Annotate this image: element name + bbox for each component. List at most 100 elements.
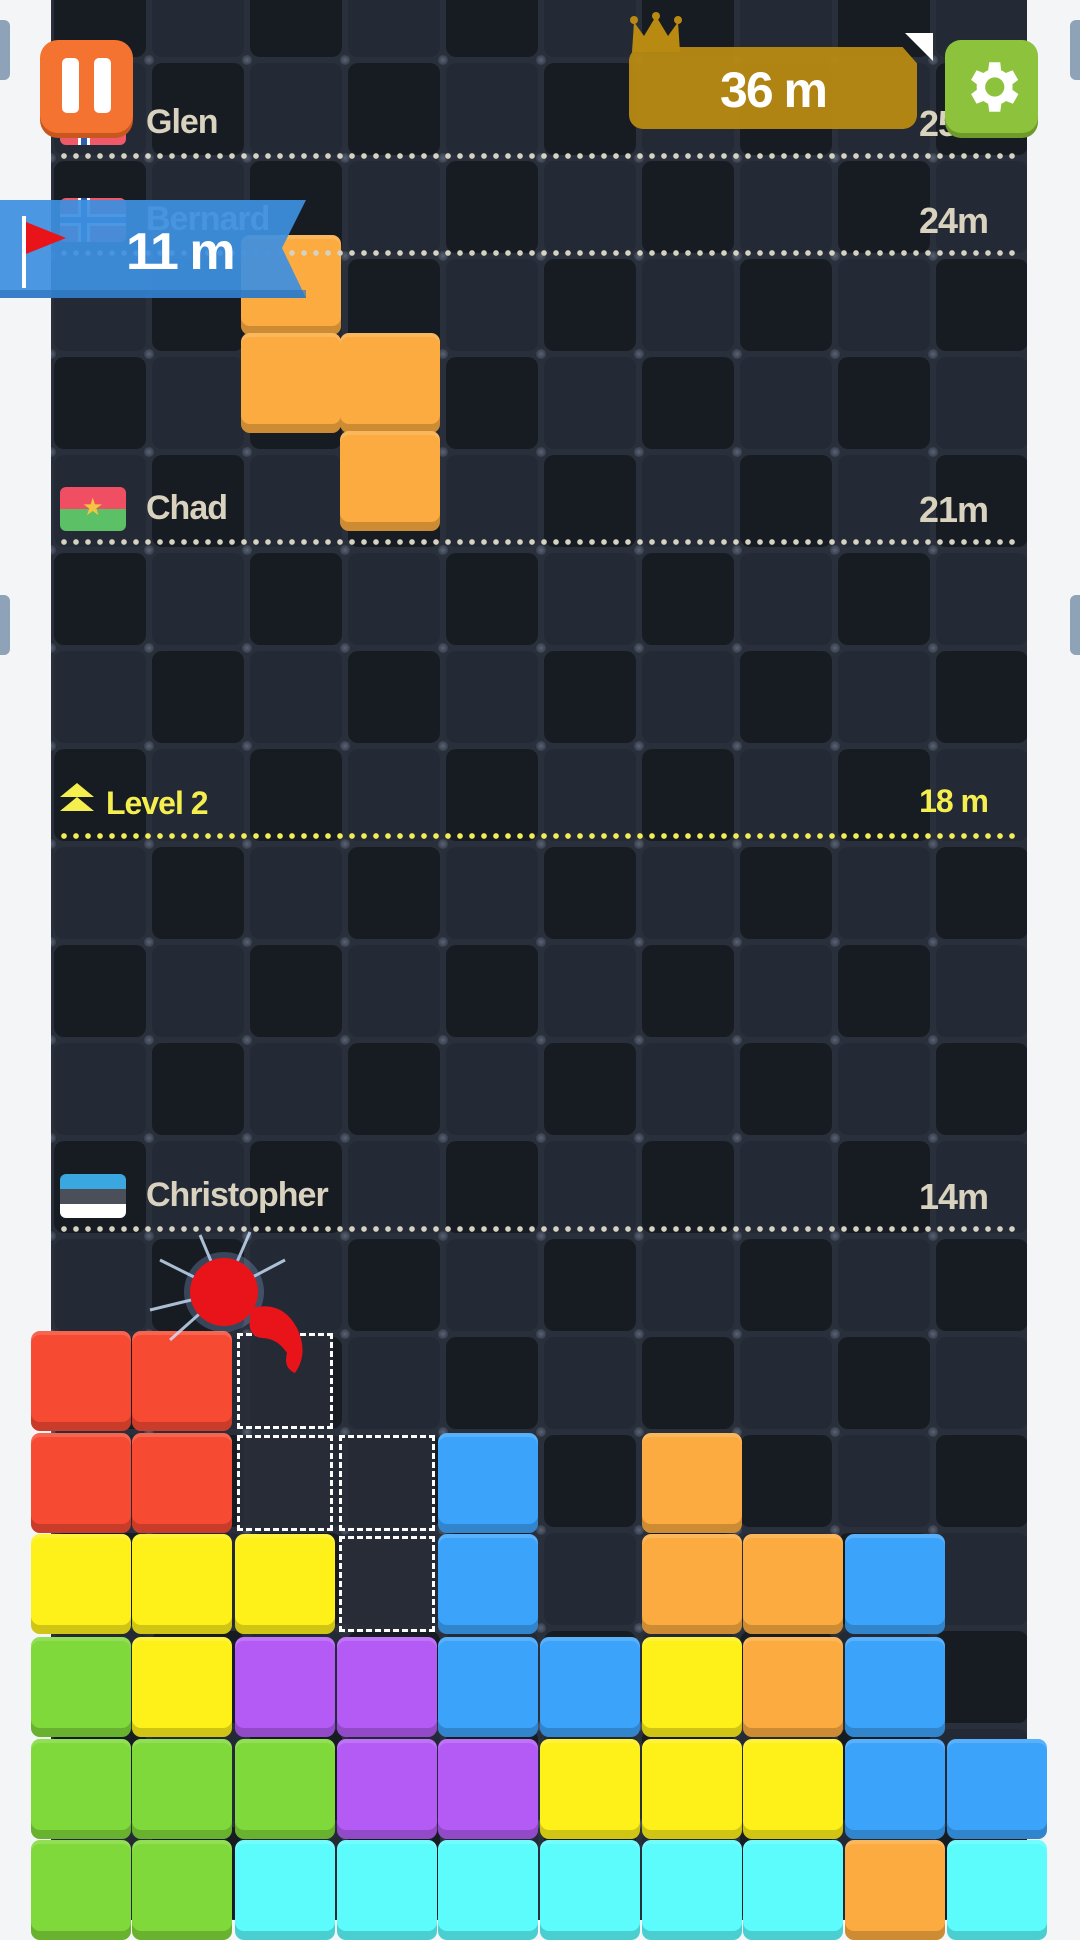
- wall-tile: [740, 455, 832, 547]
- best-height-value: 36 m: [720, 62, 828, 118]
- left-edge-tab: [0, 20, 10, 80]
- grid-joint: [634, 349, 644, 359]
- grid-joint: [732, 251, 742, 261]
- wall-tile: [740, 847, 832, 939]
- wall-tile: [348, 1239, 440, 1331]
- stack-block-purple: [438, 1739, 538, 1839]
- wall-tile: [348, 1141, 440, 1233]
- grid-joint: [144, 447, 154, 457]
- settings-button[interactable]: [945, 40, 1038, 133]
- grid-joint: [51, 839, 56, 849]
- wall-tile: [838, 1043, 930, 1135]
- grid-joint: [536, 643, 546, 653]
- grid-joint: [634, 741, 644, 751]
- stack-block-blue: [947, 1739, 1047, 1839]
- grid-joint: [634, 1427, 644, 1437]
- wall-tile: [446, 651, 538, 743]
- grid-joint: [634, 1133, 644, 1143]
- grid-joint: [830, 1427, 840, 1437]
- stack-block-red: [132, 1331, 232, 1431]
- grid-joint: [51, 447, 56, 457]
- grid-joint: [830, 643, 840, 653]
- grid-joint: [536, 1035, 546, 1045]
- wall-tile: [152, 553, 244, 645]
- grid-joint: [732, 349, 742, 359]
- wall-tile: [936, 1141, 1027, 1233]
- wall-tile: [642, 1239, 734, 1331]
- wall-tile: [446, 63, 538, 155]
- wall-tile: [740, 161, 832, 253]
- wall-tile: [740, 259, 832, 351]
- grid-joint: [438, 1035, 448, 1045]
- stack-block-cyan: [235, 1840, 335, 1940]
- player-character: [149, 1231, 303, 1373]
- marker-distance: 21m: [918, 489, 989, 530]
- grid-joint: [340, 1035, 350, 1045]
- grid-joint: [830, 1329, 840, 1339]
- wall-tile: [544, 553, 636, 645]
- grid-joint: [51, 153, 56, 163]
- drop-preview-cell: [339, 1435, 435, 1531]
- wall-tile: [544, 1141, 636, 1233]
- gear-icon: [970, 61, 1018, 112]
- grid-joint: [536, 1525, 546, 1535]
- wall-tile: [250, 749, 342, 841]
- grid-joint: [144, 349, 154, 359]
- wall-tile: [838, 1239, 930, 1331]
- current-height-banner: 11 m: [0, 200, 306, 298]
- grid-joint: [536, 251, 546, 261]
- grid-joint: [830, 1231, 840, 1241]
- stack-block-green: [132, 1739, 232, 1839]
- stack-block-cyan: [642, 1840, 742, 1940]
- pause-button[interactable]: [40, 40, 133, 133]
- grid-joint: [242, 1427, 252, 1437]
- wall-tile: [152, 749, 244, 841]
- grid-joint: [340, 643, 350, 653]
- wall-tile: [740, 1337, 832, 1429]
- grid-joint: [438, 447, 448, 457]
- stack-block-yellow: [642, 1637, 742, 1737]
- stack-block-cyan: [540, 1840, 640, 1940]
- double-chevron-up-icon: [60, 783, 94, 811]
- stack-block-purple: [337, 1739, 437, 1839]
- wall-tile: [838, 1337, 930, 1429]
- grid-joint: [340, 741, 350, 751]
- stack-block-orange: [743, 1637, 843, 1737]
- wall-tile: [838, 945, 930, 1037]
- wall-tile: [250, 63, 342, 155]
- stack-block-yellow: [132, 1637, 232, 1737]
- grid-joint: [928, 55, 938, 65]
- wall-tile: [348, 161, 440, 253]
- wall-tile: [446, 553, 538, 645]
- marker-dotted-line: [58, 539, 1018, 545]
- stack-block-blue: [540, 1637, 640, 1737]
- wall-tile: [838, 1141, 930, 1233]
- grid-joint: [928, 545, 938, 555]
- stack-block-yellow: [743, 1739, 843, 1839]
- wall-tile: [838, 1435, 930, 1527]
- stack-block-green: [235, 1739, 335, 1839]
- wall-tile: [936, 1631, 1027, 1723]
- wall-tile: [544, 1239, 636, 1331]
- grid-joint: [732, 937, 742, 947]
- grid-joint: [51, 1231, 56, 1241]
- stack-block-yellow: [540, 1739, 640, 1839]
- grid-joint: [928, 1427, 938, 1437]
- wall-tile: [250, 651, 342, 743]
- wall-tile: [740, 553, 832, 645]
- grid-joint: [51, 937, 56, 947]
- wall-tile: [642, 847, 734, 939]
- marker-distance: 18 m: [919, 783, 989, 819]
- grid-joint: [340, 937, 350, 947]
- grid-joint: [144, 55, 154, 65]
- grid-joint: [634, 643, 644, 653]
- stack-block-green: [31, 1739, 131, 1839]
- best-height-badge: 36 m: [629, 47, 917, 129]
- grid-joint: [536, 1329, 546, 1339]
- wall-tile: [348, 1337, 440, 1429]
- grid-joint: [830, 1035, 840, 1045]
- flag-estonia-icon: [60, 1174, 126, 1218]
- wall-tile: [544, 749, 636, 841]
- stack-block-orange: [642, 1534, 742, 1634]
- grid-joint: [928, 1525, 938, 1535]
